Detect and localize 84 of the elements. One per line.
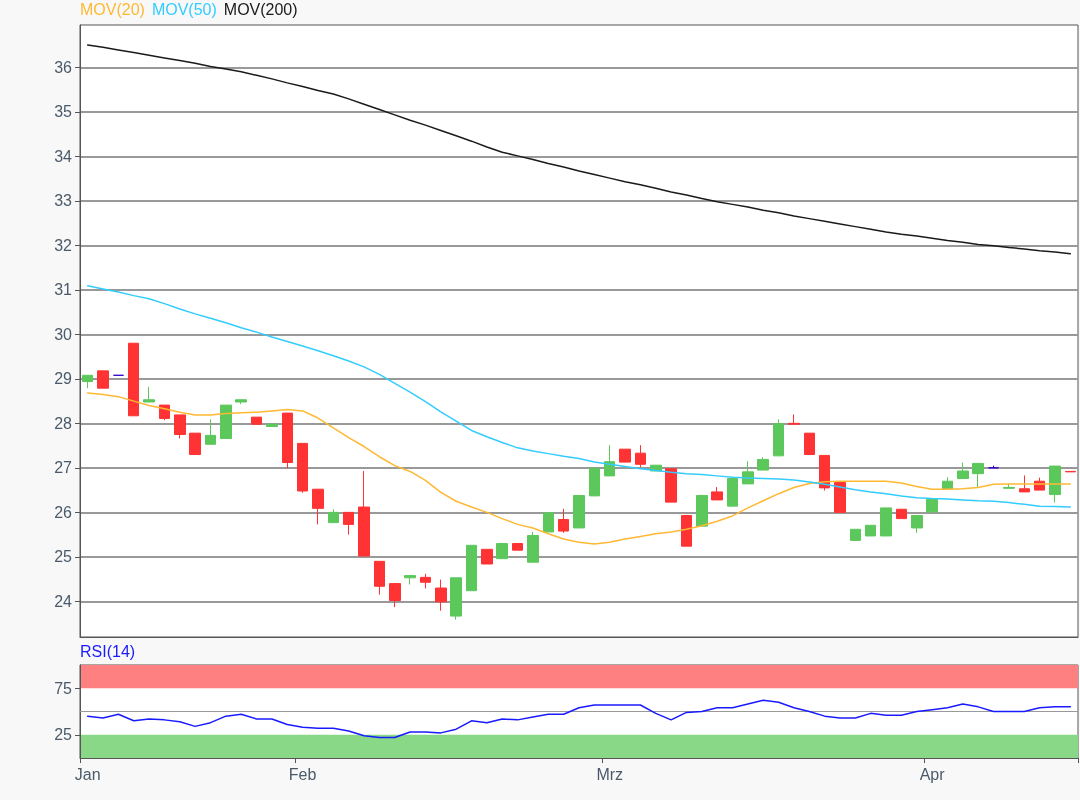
candlestick bbox=[82, 374, 93, 389]
candlestick bbox=[435, 579, 447, 612]
y-tick-label: 34 bbox=[54, 147, 73, 165]
y-tick-label: 30 bbox=[54, 325, 73, 343]
candlestick bbox=[1003, 483, 1015, 489]
candlestick bbox=[312, 488, 324, 525]
y-tick-label: 75 bbox=[54, 679, 73, 697]
candlestick bbox=[1049, 465, 1061, 504]
candlestick bbox=[850, 528, 861, 541]
candlestick bbox=[727, 478, 738, 507]
candlestick bbox=[374, 560, 385, 596]
candlestick bbox=[696, 494, 708, 527]
x-tick-label: Feb bbox=[288, 765, 317, 783]
candlestick bbox=[819, 454, 830, 492]
y-tick-label: 29 bbox=[54, 370, 73, 388]
candlestick bbox=[896, 508, 907, 520]
candlestick bbox=[834, 482, 846, 513]
candlestick bbox=[573, 494, 585, 529]
candlestick bbox=[343, 511, 354, 536]
candlestick bbox=[911, 514, 923, 534]
candlestick bbox=[420, 573, 431, 589]
candlestick bbox=[328, 508, 339, 524]
candlestick bbox=[450, 577, 462, 621]
x-tick-label: Jan bbox=[74, 765, 101, 783]
candlestick bbox=[589, 467, 600, 497]
candlestick bbox=[988, 465, 999, 469]
candlestick bbox=[788, 413, 800, 425]
candlestick bbox=[1065, 470, 1076, 473]
y-tick-label: 26 bbox=[54, 503, 73, 521]
candlestick bbox=[512, 543, 523, 551]
candlestick bbox=[481, 548, 493, 565]
candlestick bbox=[665, 468, 677, 503]
y-tick-label: 25 bbox=[54, 548, 73, 566]
candlestick bbox=[711, 486, 723, 501]
candlestick bbox=[389, 583, 401, 608]
candlestick bbox=[926, 498, 938, 513]
candlestick bbox=[773, 418, 784, 457]
line-series bbox=[86, 392, 1072, 545]
candlestick bbox=[466, 544, 477, 592]
candlestick bbox=[972, 462, 984, 489]
x-tick-label: Mrz bbox=[596, 765, 624, 783]
text: MOV(50) bbox=[151, 0, 217, 18]
y-tick-label: 33 bbox=[54, 192, 73, 210]
candlestick bbox=[496, 543, 508, 560]
y-tick-label: 25 bbox=[54, 726, 73, 744]
text: MOV(20) bbox=[80, 0, 145, 18]
text: MOV(200) bbox=[223, 0, 298, 18]
candlestick bbox=[205, 418, 216, 445]
candlestick bbox=[235, 399, 247, 405]
candlestick bbox=[189, 432, 201, 456]
candlestick bbox=[266, 423, 278, 427]
line-series bbox=[86, 285, 1072, 508]
y-tick-label: 28 bbox=[54, 414, 73, 432]
candlestick bbox=[282, 412, 293, 469]
candlestick bbox=[97, 370, 109, 389]
candlestick bbox=[143, 386, 155, 403]
candlestick bbox=[251, 416, 262, 425]
candlestick bbox=[358, 470, 370, 557]
line-series bbox=[86, 44, 1072, 255]
y-tick-label: 31 bbox=[54, 281, 73, 299]
candlestick bbox=[619, 448, 631, 463]
y-tick-label: 35 bbox=[54, 103, 73, 121]
y-tick-label: 32 bbox=[54, 236, 73, 254]
candlestick bbox=[404, 575, 416, 585]
candlestick bbox=[880, 507, 892, 537]
y-tick-label: 27 bbox=[54, 459, 73, 477]
candlestick bbox=[865, 524, 876, 537]
candlestick bbox=[681, 514, 692, 547]
candlestick bbox=[543, 512, 554, 533]
candlestick bbox=[635, 444, 646, 468]
candlestick bbox=[527, 531, 539, 563]
candlestick bbox=[957, 462, 969, 480]
candlestick bbox=[804, 432, 815, 456]
y-tick-label: 36 bbox=[54, 58, 73, 76]
candlestick bbox=[757, 456, 769, 471]
y-tick-label: 24 bbox=[54, 592, 73, 610]
candlestick bbox=[128, 342, 139, 417]
candlestick bbox=[297, 442, 308, 494]
candlestick bbox=[558, 508, 569, 534]
candlestick bbox=[174, 414, 186, 439]
line-series bbox=[86, 699, 1072, 739]
text: RSI(14) bbox=[80, 642, 136, 660]
x-tick-label: Apr bbox=[919, 765, 946, 783]
candlestick bbox=[220, 404, 232, 439]
